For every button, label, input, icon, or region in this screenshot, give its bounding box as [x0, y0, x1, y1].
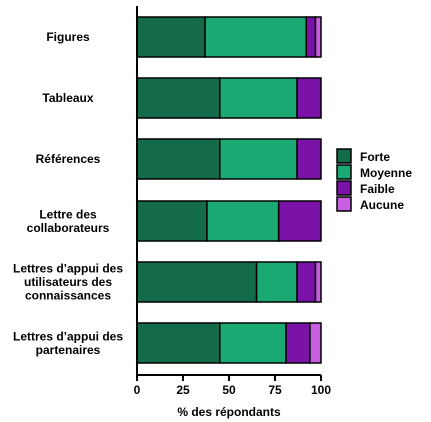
category-label: Tableaux [42, 91, 93, 105]
bar-segment-faible-0 [305, 16, 317, 58]
bar-segment-faible-4 [296, 261, 317, 303]
legend-label-moyenne: Moyenne [360, 166, 412, 180]
legend-label-forte: Forte [360, 150, 390, 164]
category-label: Références [36, 152, 101, 166]
bar-segment-forte-2 [136, 138, 221, 180]
category-labels: Figures Tableaux Références Lettre descolla… [13, 30, 123, 357]
bar-segment-forte-0 [136, 16, 206, 58]
bar-segment-forte-1 [136, 77, 221, 119]
category-label: Figures [46, 30, 90, 44]
legend-swatch-aucune [336, 196, 352, 212]
legend-swatch-faible [336, 180, 352, 196]
legend-swatch-moyenne [336, 164, 352, 180]
bar-segment-moyenne-2 [219, 138, 298, 180]
x-axis-title: % des répondants [177, 405, 281, 419]
bar-segment-faible-3 [277, 200, 322, 242]
category-label: Lettres d’appui des [13, 329, 123, 343]
category-label: Lettre des [39, 207, 97, 221]
x-tick-label: 25 [176, 383, 190, 397]
legend: Forte Moyenne Faible Aucune [336, 148, 412, 212]
category-label: collaborateurs [27, 221, 110, 235]
legend-swatch-forte [336, 148, 352, 164]
category-label: partenaires [36, 343, 101, 357]
x-axis [136, 6, 321, 376]
bar-segment-moyenne-1 [219, 77, 298, 119]
legend-label-faible: Faible [360, 182, 395, 196]
bar-segment-moyenne-4 [255, 261, 298, 303]
bar-segment-moyenne-0 [204, 16, 308, 58]
x-tick-label: 0 [134, 383, 141, 397]
x-ticks: 0 25 50 75 100 [134, 375, 331, 397]
category-label: Lettres d’appui des [13, 262, 123, 276]
bar-segment-forte-3 [136, 200, 208, 242]
bar-segment-forte-5 [136, 322, 221, 364]
bar-segment-moyenne-3 [206, 200, 280, 242]
legend-label-aucune: Aucune [360, 198, 404, 212]
bar-segment-faible-2 [296, 138, 322, 180]
bar-segment-faible-5 [285, 322, 311, 364]
bar-segment-aucune-0 [314, 16, 322, 58]
bar-segment-faible-1 [296, 77, 322, 119]
category-label: utilisateurs des [24, 275, 112, 289]
category-label: connaissances [25, 289, 111, 303]
bar-segment-moyenne-5 [219, 322, 287, 364]
bar-segment-aucune-4 [314, 261, 322, 303]
x-tick-label: 100 [311, 383, 331, 397]
x-tick-label: 75 [268, 383, 282, 397]
bars-layer [136, 16, 322, 364]
x-tick-label: 50 [222, 383, 236, 397]
bar-segment-forte-4 [136, 261, 258, 303]
bar-segment-aucune-5 [309, 322, 322, 364]
